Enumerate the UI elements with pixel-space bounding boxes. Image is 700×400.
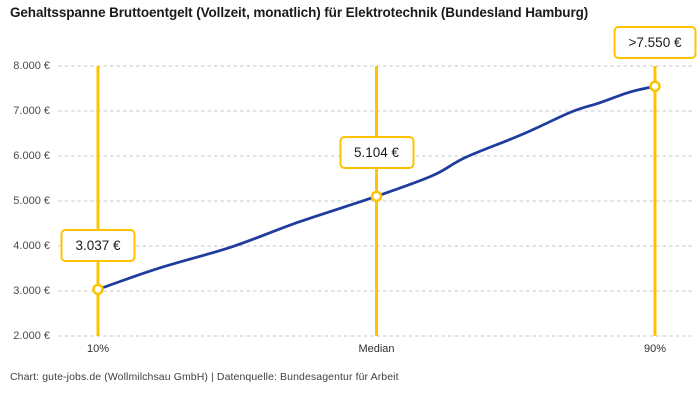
percentile-marker-10% <box>92 283 104 296</box>
chart-title: Gehaltsspanne Bruttoentgelt (Vollzeit, m… <box>10 5 589 20</box>
salary-curve <box>96 84 657 291</box>
x-axis-label-Median: Median <box>358 343 395 355</box>
value-label-10%: 3.037 € <box>60 229 136 263</box>
y-axis-tick-label: 2.000 € <box>13 330 50 342</box>
chart-footer: Chart: gute-jobs.de (Wollmilchsau GmbH) … <box>10 371 399 383</box>
value-label-90%: >7.550 € <box>613 26 697 60</box>
y-axis-tick-label: 7.000 € <box>13 105 50 117</box>
y-axis-tick-label: 4.000 € <box>13 240 50 252</box>
y-axis-tick-label: 8.000 € <box>13 60 50 72</box>
x-axis-label-10%: 10% <box>86 343 110 355</box>
x-axis-label-90%: 90% <box>643 343 667 355</box>
percentile-marker-Median <box>370 190 383 203</box>
value-label-Median: 5.104 € <box>338 136 415 170</box>
percentile-marker-90% <box>649 80 661 92</box>
y-axis-tick-label: 5.000 € <box>13 195 50 207</box>
y-axis-tick-label: 6.000 € <box>13 150 50 162</box>
y-axis-tick-label: 3.000 € <box>13 285 50 297</box>
